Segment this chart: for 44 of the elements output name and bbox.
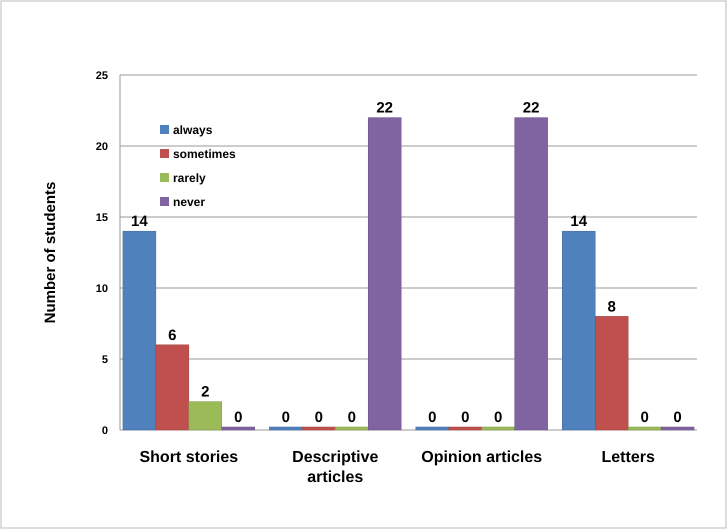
data-label: 0 xyxy=(640,409,649,426)
bar xyxy=(122,230,156,430)
data-label: 0 xyxy=(494,409,502,426)
data-label: 0 xyxy=(673,409,682,426)
legend-label: always xyxy=(173,123,213,137)
data-label: 0 xyxy=(282,409,290,426)
bar xyxy=(448,426,482,430)
x-tick-label: Short stories xyxy=(139,449,238,466)
data-label: 22 xyxy=(522,100,540,117)
data-label: 6 xyxy=(168,326,177,344)
bar xyxy=(628,426,662,430)
bar xyxy=(368,117,402,430)
legend-label: rarely xyxy=(173,171,206,185)
data-label: 2 xyxy=(201,384,210,401)
bar xyxy=(302,426,336,430)
data-label: 14 xyxy=(131,213,148,230)
data-label: 14 xyxy=(570,213,588,230)
bar xyxy=(269,426,303,430)
y-tick-label: 25 xyxy=(96,70,108,82)
y-axis-title: Number of students xyxy=(42,182,59,324)
data-label: 0 xyxy=(314,409,323,426)
bar xyxy=(514,117,548,430)
data-label: 0 xyxy=(234,409,242,426)
data-label: 0 xyxy=(348,409,356,426)
x-tick-label: Descriptive articles xyxy=(292,449,379,486)
legend-label: sometimes xyxy=(173,147,236,161)
data-label: 0 xyxy=(461,409,470,426)
y-tick-label: 20 xyxy=(96,141,108,153)
bar xyxy=(416,426,450,430)
y-tick-label: 10 xyxy=(96,283,108,295)
x-tick-label: Opinion articles xyxy=(421,449,542,466)
bar xyxy=(335,426,368,430)
data-label: 0 xyxy=(428,409,436,426)
bar xyxy=(660,426,694,430)
bar xyxy=(562,230,596,430)
data-label: 8 xyxy=(608,298,616,316)
bar xyxy=(481,426,515,430)
y-tick-label: 0 xyxy=(102,425,108,437)
legend-label: never xyxy=(173,195,206,209)
bar xyxy=(222,426,255,430)
data-label: 22 xyxy=(376,100,394,117)
y-tick-label: 5 xyxy=(102,354,108,366)
y-tick-label: 15 xyxy=(96,212,108,224)
x-tick-label: Letters xyxy=(601,449,655,466)
